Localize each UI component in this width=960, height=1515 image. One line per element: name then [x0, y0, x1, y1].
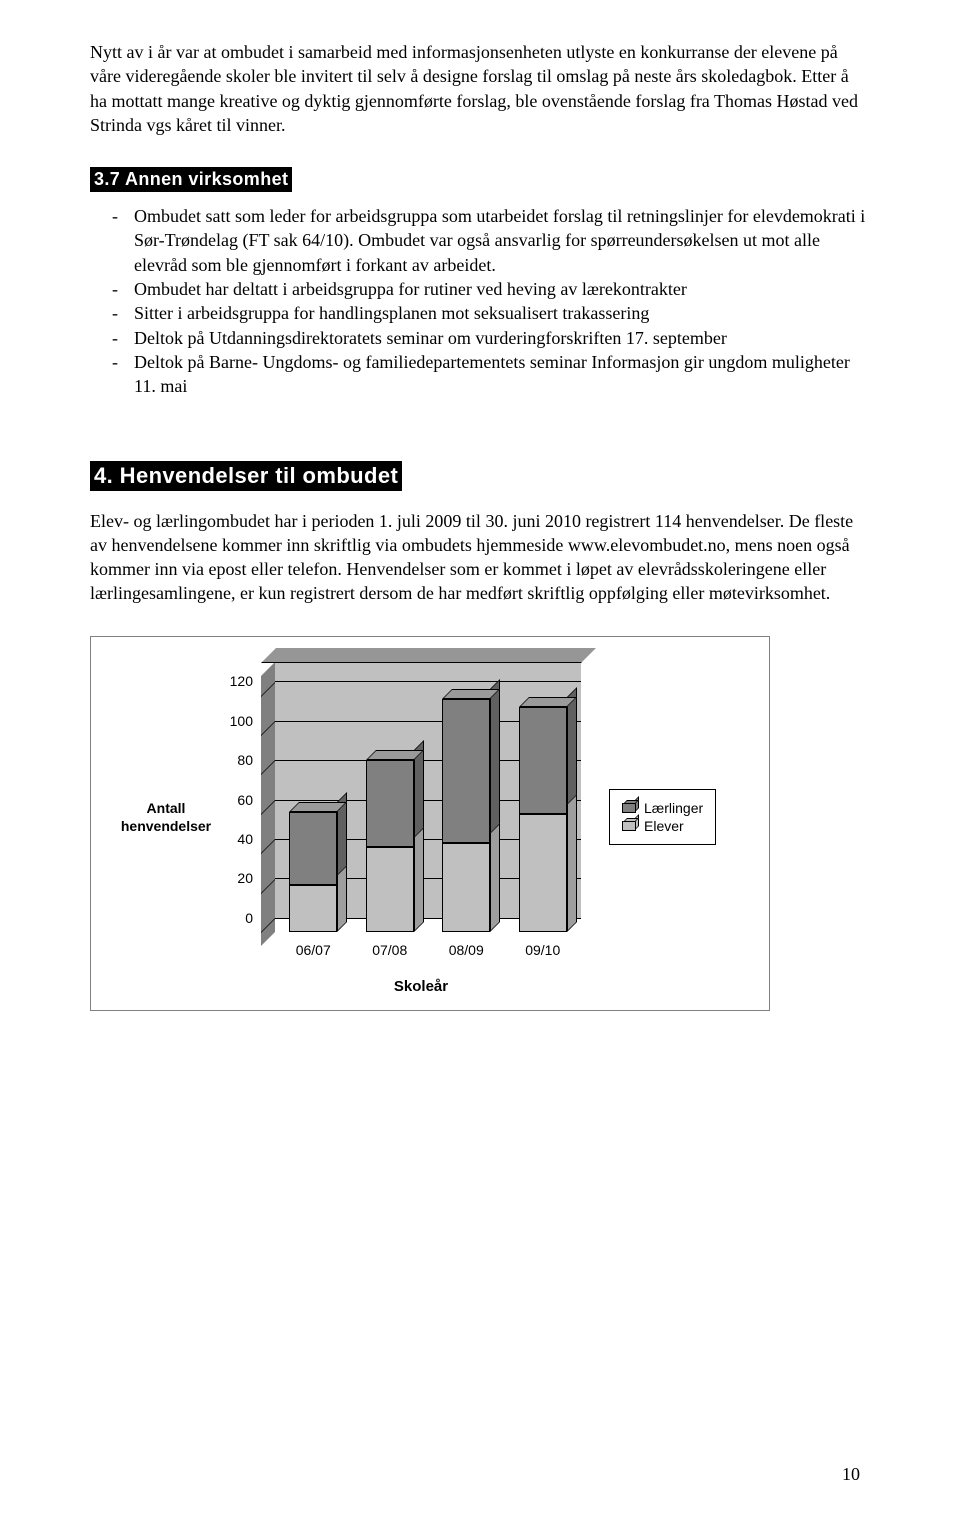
bullet-item: Deltok på Barne- Ungdoms- og familiedepa… [116, 350, 870, 399]
bar-slot [352, 676, 429, 932]
x-tick-label: 08/09 [428, 936, 505, 972]
legend-box: Lærlinger Elever [609, 789, 716, 845]
bar-segment [366, 847, 414, 932]
chart-container: Antall henvendelser 0 20 40 60 80 100 120 06/0… [90, 636, 770, 1011]
stacked-bar [366, 760, 414, 931]
legend-item: Lærlinger [622, 800, 703, 816]
intro-paragraph: Nytt av i år var at ombudet i samarbeid … [90, 40, 870, 137]
gridline-side [261, 760, 275, 775]
x-tick-label: 09/10 [505, 936, 582, 972]
bar-slot [275, 676, 352, 932]
plot-side-wall [261, 662, 275, 946]
y-tick-label: 20 [237, 870, 253, 886]
plot-area [261, 662, 581, 932]
bars-container [275, 676, 581, 932]
plot-inner: 020406080100120 06/0707/0808/0909/10 [261, 662, 581, 972]
x-tick-label: 07/08 [352, 936, 429, 972]
legend-swatch [622, 821, 636, 831]
legend-item: Elever [622, 818, 703, 834]
y-tick-labels: 0 20 40 60 80 100 120 [221, 662, 253, 932]
x-axis-title: Skoleår [261, 972, 581, 995]
bar-segment [442, 699, 490, 843]
gridline-side [261, 839, 275, 854]
y-axis-title-line: Antall [111, 799, 221, 817]
bullet-list-3-7: Ombudet satt som leder for arbeidsgruppa… [90, 204, 870, 398]
bar-segment [519, 814, 567, 932]
bullet-item: Ombudet satt som leder for arbeidsgruppa… [116, 204, 870, 277]
stacked-bar [442, 699, 490, 931]
bullet-item: Ombudet har deltatt i arbeidsgruppa for … [116, 277, 870, 301]
bar-segment [519, 707, 567, 813]
y-tick-label: 100 [230, 713, 253, 729]
bullet-item: Sitter i arbeidsgruppa for handlingsplan… [116, 301, 870, 325]
bar-segment [366, 760, 414, 847]
y-axis-title: Antall henvendelser [111, 799, 221, 835]
legend-swatch [622, 803, 636, 813]
gridline-side [261, 721, 275, 736]
gridline-side [261, 918, 275, 933]
section-heading-3-7: 3.7 Annen virksomhet [90, 167, 292, 192]
bar-segment [442, 843, 490, 932]
gridline-side [261, 878, 275, 893]
legend-label: Elever [644, 818, 684, 834]
bar-slot [505, 676, 582, 932]
bar-segment [289, 812, 337, 885]
section-4-paragraph: Elev- og lærlingombudet har i perioden 1… [90, 509, 870, 606]
y-tick-label: 0 [245, 910, 253, 926]
gridline-side [261, 800, 275, 815]
gridline-side [261, 681, 275, 696]
bullet-item: Deltok på Utdanningsdirektoratets semina… [116, 326, 870, 350]
y-tick-label: 40 [237, 831, 253, 847]
y-tick-label: 60 [237, 792, 253, 808]
bar-slot [428, 676, 505, 932]
y-axis-title-line: henvendelser [111, 817, 221, 835]
page-number: 10 [842, 1464, 860, 1485]
plot-outer: 0 20 40 60 80 100 120 06/0707/0808/0909/10 [221, 662, 581, 972]
legend-column: Lærlinger Elever [581, 789, 741, 845]
bar-segment [289, 885, 337, 932]
section-heading-4: 4. Henvendelser til ombudet [90, 461, 402, 491]
stacked-bar [289, 812, 337, 932]
page: Nytt av i år var at ombudet i samarbeid … [0, 0, 960, 1515]
legend-label: Lærlinger [644, 800, 703, 816]
y-tick-label: 80 [237, 752, 253, 768]
x-tick-label: 06/07 [275, 936, 352, 972]
stacked-bar [519, 707, 567, 931]
plot-floor [261, 648, 596, 663]
y-tick-label: 120 [230, 673, 253, 689]
x-tick-labels: 06/0707/0808/0909/10 [275, 936, 581, 972]
